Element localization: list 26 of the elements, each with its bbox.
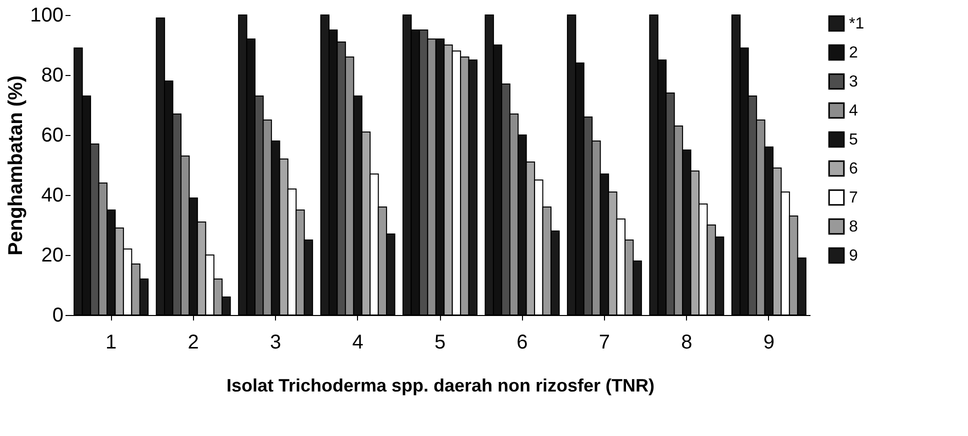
legend-label: 2 xyxy=(849,44,858,62)
x-axis-title: Isolat Trichoderma spp. daerah non rizosfer (TNR) xyxy=(226,376,655,396)
y-tick-label: 40 xyxy=(41,184,64,206)
x-tick-label: 8 xyxy=(681,332,692,354)
y-tick-label: 60 xyxy=(41,124,64,146)
x-tick-label: 1 xyxy=(106,332,117,354)
legend-label: 3 xyxy=(849,74,858,90)
legend-label: 5 xyxy=(849,132,858,148)
legend-label: 9 xyxy=(849,248,858,264)
y-tick-label: 80 xyxy=(41,64,64,86)
x-tick-label: 9 xyxy=(763,332,774,354)
x-tick-label: 3 xyxy=(270,332,282,354)
legend-label: *1 xyxy=(849,16,864,32)
legend-label: 6 xyxy=(849,160,858,178)
legend-label: 7 xyxy=(849,190,858,206)
x-tick-label: 7 xyxy=(598,332,610,354)
y-tick-label: 0 xyxy=(52,304,64,326)
y-axis-title: Penghambatan (%) xyxy=(5,75,28,256)
x-tick-label: 6 xyxy=(516,332,528,354)
y-tick-label: 100 xyxy=(30,4,64,26)
legend-label: 4 xyxy=(849,102,858,120)
x-tick-label: 2 xyxy=(188,332,199,354)
y-tick-label: 20 xyxy=(41,244,64,266)
x-tick-label: 4 xyxy=(352,332,364,354)
legend-label: 8 xyxy=(849,218,858,236)
x-tick-label: 5 xyxy=(434,332,446,354)
